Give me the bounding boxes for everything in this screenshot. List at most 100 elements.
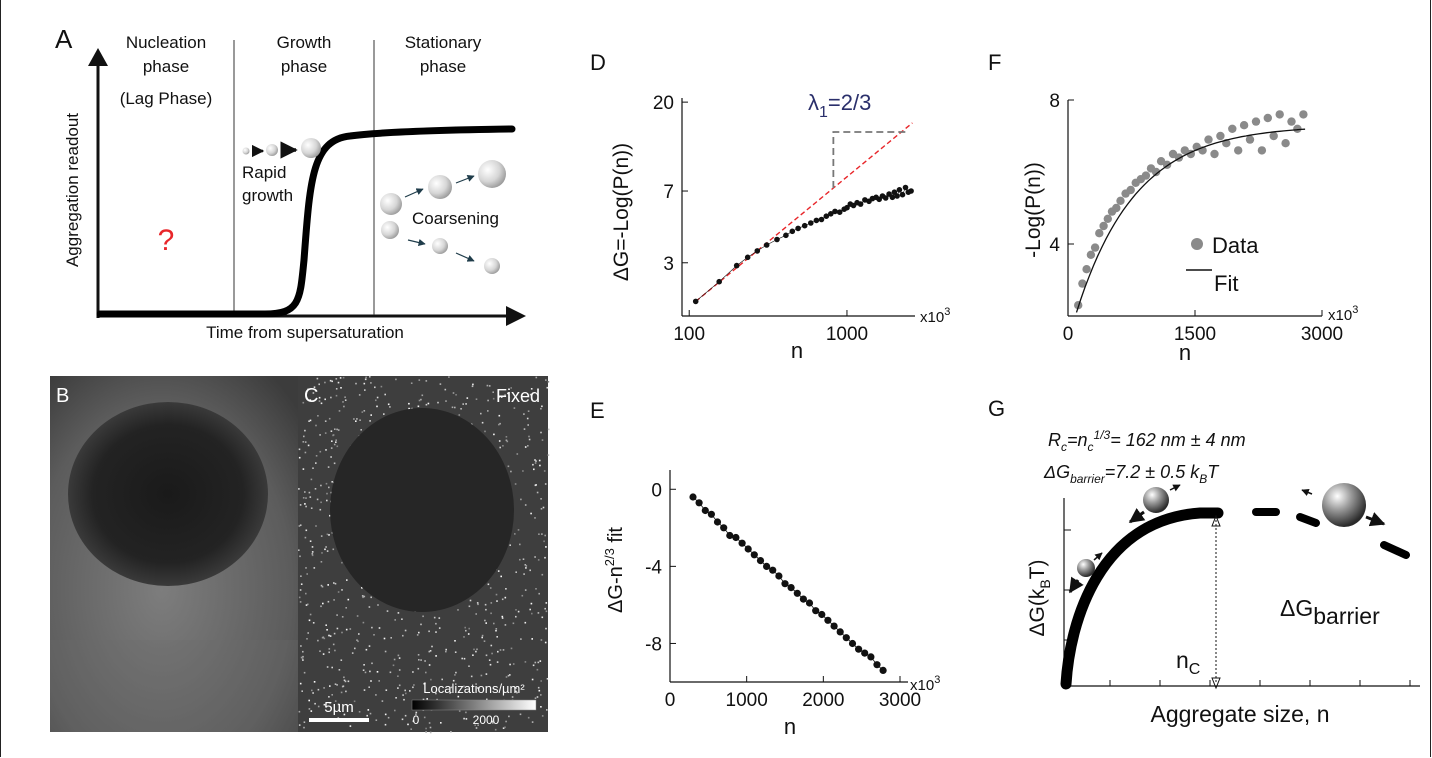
localization-speckle	[530, 388, 533, 390]
localization-speckle	[343, 679, 346, 682]
localization-speckle	[543, 470, 546, 472]
localization-speckle	[418, 399, 421, 402]
localization-speckle	[342, 401, 344, 403]
localization-speckle	[384, 650, 387, 653]
localization-speckle	[497, 650, 499, 653]
panel-f: F 8 4 0 1500 3000 -Log(P(n)) n x103 Data Fit	[988, 50, 1358, 365]
nucleation-phase-label-2: phase	[143, 57, 189, 76]
localization-speckle	[338, 669, 341, 671]
localization-speckle	[530, 602, 533, 605]
localization-speckle	[458, 710, 461, 712]
localization-speckle	[515, 687, 517, 689]
coarsening-arrow-4	[455, 252, 475, 262]
localization-speckle	[519, 558, 521, 561]
small-nucleus-shrink-arrow	[1068, 576, 1084, 594]
localization-speckle	[398, 684, 401, 687]
localization-speckle	[315, 462, 317, 464]
d-data-point	[889, 194, 896, 201]
localization-speckle	[370, 680, 372, 682]
localization-speckle	[438, 617, 441, 619]
localization-speckle	[505, 439, 508, 442]
localization-speckle	[484, 619, 486, 622]
localization-speckle	[488, 659, 491, 661]
localization-speckle	[425, 671, 427, 674]
localization-speckle	[412, 720, 415, 722]
coarsening-sphere-2	[381, 221, 399, 239]
localization-speckle	[302, 401, 305, 404]
localization-speckle	[508, 715, 510, 718]
barrier-equation: ΔGbarrier=7.2 ± 0.5 kBT	[1043, 462, 1220, 486]
localization-speckle	[529, 569, 531, 572]
localization-speckle	[425, 731, 427, 733]
localization-speckle	[312, 467, 314, 469]
localization-speckle	[404, 629, 407, 632]
localization-speckle	[541, 715, 544, 717]
localization-speckle	[378, 680, 380, 682]
localization-speckle	[384, 713, 387, 716]
localization-speckle	[347, 680, 350, 683]
localization-speckle	[308, 699, 310, 702]
e-data-point	[824, 616, 832, 624]
localization-speckle	[464, 626, 466, 629]
localization-speckle	[509, 674, 511, 676]
localization-speckle	[317, 415, 319, 417]
d-data-point	[789, 228, 796, 235]
localization-speckle	[524, 589, 527, 591]
panel-f-plot	[1074, 110, 1308, 313]
panel-g-x-label: Aggregate size, n	[1150, 701, 1329, 727]
localization-speckle	[384, 723, 387, 726]
localization-speckle	[470, 675, 473, 678]
subcritical-nucleus-small	[1077, 559, 1095, 577]
localization-speckle	[544, 607, 546, 610]
localization-speckle	[312, 692, 314, 694]
localization-speckle	[524, 504, 527, 506]
localization-speckle	[308, 619, 311, 622]
panel-a-letter: A	[55, 24, 73, 54]
aggregation-sigmoid-curve	[96, 125, 516, 318]
localization-speckle	[452, 392, 455, 394]
localization-speckle	[394, 619, 396, 621]
panel-e-letter: E	[590, 398, 605, 423]
localization-speckle	[375, 719, 378, 721]
localization-speckle	[302, 441, 305, 443]
colorbar-min: 0	[413, 713, 420, 727]
localization-speckle	[541, 616, 544, 619]
localization-speckle	[544, 534, 546, 537]
localization-speckle	[336, 614, 338, 616]
localization-speckle	[455, 671, 457, 674]
localization-speckle	[369, 670, 371, 673]
localization-speckle	[507, 465, 510, 468]
e-data-point	[732, 533, 740, 542]
localization-speckle	[539, 464, 541, 467]
scalebar	[309, 718, 369, 722]
localization-speckle	[440, 722, 442, 724]
localization-speckle	[335, 394, 338, 397]
localization-speckle	[318, 400, 321, 402]
f-data-point	[1090, 243, 1100, 252]
localization-speckle	[534, 556, 536, 558]
localization-speckle	[450, 686, 453, 689]
localization-speckle	[515, 615, 517, 618]
localization-speckle	[313, 386, 316, 388]
localization-speckle	[534, 484, 537, 487]
localization-speckle	[307, 444, 310, 447]
localization-speckle	[330, 430, 333, 432]
localization-speckle	[418, 659, 420, 661]
localization-speckle	[541, 439, 544, 441]
localization-speckle	[505, 720, 507, 723]
localization-speckle	[330, 456, 332, 458]
localization-speckle	[329, 379, 332, 382]
panel-f-ticks: 8 4 0 1500 3000	[1049, 91, 1343, 345]
localization-speckle	[395, 378, 397, 381]
localization-speckle	[305, 592, 307, 595]
localization-speckle	[484, 430, 486, 433]
localization-speckle	[407, 723, 409, 726]
d-data-point	[733, 262, 740, 269]
localization-speckle	[540, 639, 543, 641]
localization-speckle	[309, 399, 312, 401]
localization-speckle	[343, 713, 346, 716]
localization-speckle	[490, 612, 492, 615]
localization-speckle	[378, 627, 381, 629]
localization-speckle	[454, 406, 456, 409]
panel-c-nucleus	[330, 408, 514, 612]
